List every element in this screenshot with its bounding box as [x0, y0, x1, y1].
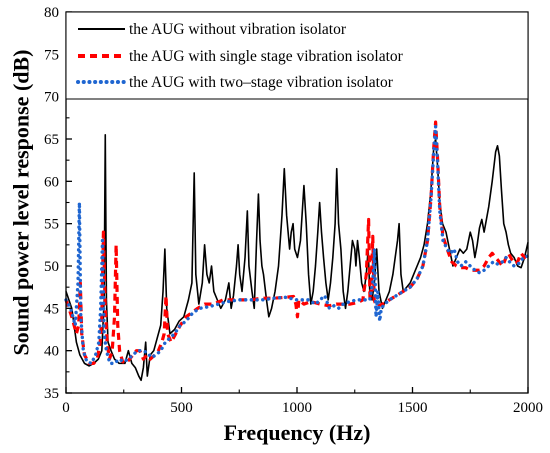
x-axis-title: Frequency (Hz): [224, 420, 371, 445]
y-tick-label: 65: [44, 132, 59, 148]
y-tick-label: 75: [44, 47, 59, 63]
series-line-single-stage: [64, 120, 530, 365]
x-tick-label: 2000: [513, 400, 543, 416]
legend-label-two-stage: the AUG with two–stage vibration isolato…: [129, 74, 394, 91]
y-tick-label: 40: [44, 344, 59, 360]
x-tick-label: 500: [170, 400, 193, 416]
legend-box: [65, 11, 529, 100]
x-tick-label: 1500: [398, 400, 428, 416]
y-tick-label: 50: [44, 259, 59, 275]
legend-label-single-stage: the AUG with single stage vibration isol…: [129, 48, 404, 65]
y-tick-label: 45: [44, 301, 59, 317]
x-tick-label: 0: [62, 400, 70, 416]
y-axis-title: Sound power level response (dB): [9, 49, 34, 355]
y-tick-label: 55: [44, 217, 59, 233]
series-line-two-stage: [64, 124, 530, 366]
curves-layer: [64, 120, 530, 382]
x-tick-label: 1000: [282, 400, 312, 416]
ticks-layer: 0 500 1000 1500 2000 35 40 45 50 55 60 65 70 75 80: [44, 5, 543, 416]
series-line-without-isolator: [65, 133, 529, 382]
y-tick-label: 70: [44, 90, 59, 106]
y-tick-label: 35: [44, 386, 59, 402]
y-tick-label: 80: [44, 5, 59, 21]
y-tick-label: 60: [44, 174, 59, 190]
legend-label-without-isolator: the AUG without vibration isolator: [129, 21, 347, 38]
legend: the AUG without vibration isolator the A…: [65, 11, 529, 100]
